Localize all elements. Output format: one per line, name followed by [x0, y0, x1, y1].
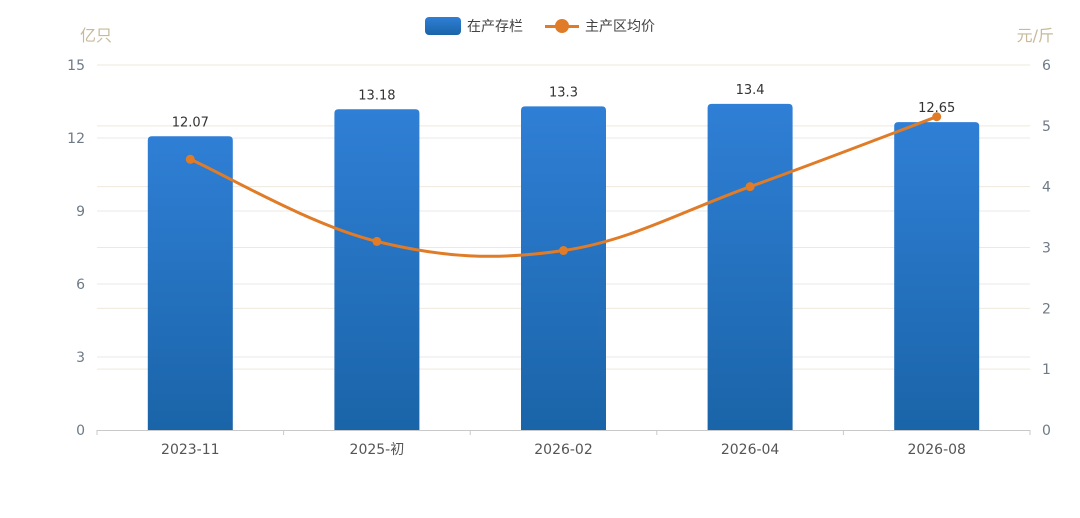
x-tick-label: 2026-02	[534, 442, 593, 458]
y-right-tick-label: 5	[1042, 119, 1051, 135]
legend-line-label: 主产区均价	[585, 19, 655, 35]
price-point	[745, 182, 755, 192]
y-right-tick-label: 4	[1042, 180, 1051, 196]
x-tick-label: 2025-初	[350, 441, 405, 458]
bar	[334, 109, 420, 430]
right-axis-unit: 元/斤	[1016, 26, 1054, 45]
price-point	[932, 112, 942, 122]
y-right-tick-label: 6	[1042, 58, 1051, 74]
bar-data-label: 13.18	[358, 88, 395, 103]
x-tick-label: 2026-04	[721, 442, 780, 458]
y-left-tick-label: 9	[76, 204, 85, 220]
bar-data-label: 13.3	[549, 85, 578, 100]
y-right-tick-label: 3	[1042, 241, 1051, 257]
legend-bar-swatch	[425, 17, 461, 35]
x-tick-label: 2026-08	[907, 442, 966, 458]
bar	[707, 103, 793, 430]
y-right-tick-label: 2	[1042, 301, 1051, 317]
y-right-tick-label: 0	[1042, 423, 1051, 439]
y-left-tick-label: 15	[67, 58, 85, 74]
price-point	[372, 236, 382, 246]
y-left-tick-label: 0	[76, 423, 85, 439]
legend-line-swatch	[545, 17, 579, 35]
left-axis-unit: 亿只	[80, 26, 113, 45]
bar	[521, 106, 606, 430]
legend-item-line[interactable]: 主产区均价	[545, 16, 655, 36]
legend: 在产存栏 主产区均价	[0, 14, 1080, 38]
bar-data-label: 12.07	[172, 115, 209, 130]
y-left-tick-label: 6	[76, 277, 85, 293]
bar-data-label: 12.65	[918, 101, 955, 116]
legend-item-bar[interactable]: 在产存栏	[425, 16, 523, 36]
x-tick-label: 2023-11	[161, 442, 220, 458]
y-right-tick-label: 1	[1042, 362, 1051, 378]
y-left-tick-label: 12	[67, 131, 85, 147]
bar-data-label: 13.4	[736, 83, 765, 98]
legend-bar-label: 在产存栏	[467, 19, 523, 35]
bar	[894, 122, 980, 430]
price-point	[185, 154, 195, 164]
y-left-tick-label: 3	[76, 350, 85, 366]
price-point	[559, 246, 568, 256]
bar	[147, 136, 233, 430]
